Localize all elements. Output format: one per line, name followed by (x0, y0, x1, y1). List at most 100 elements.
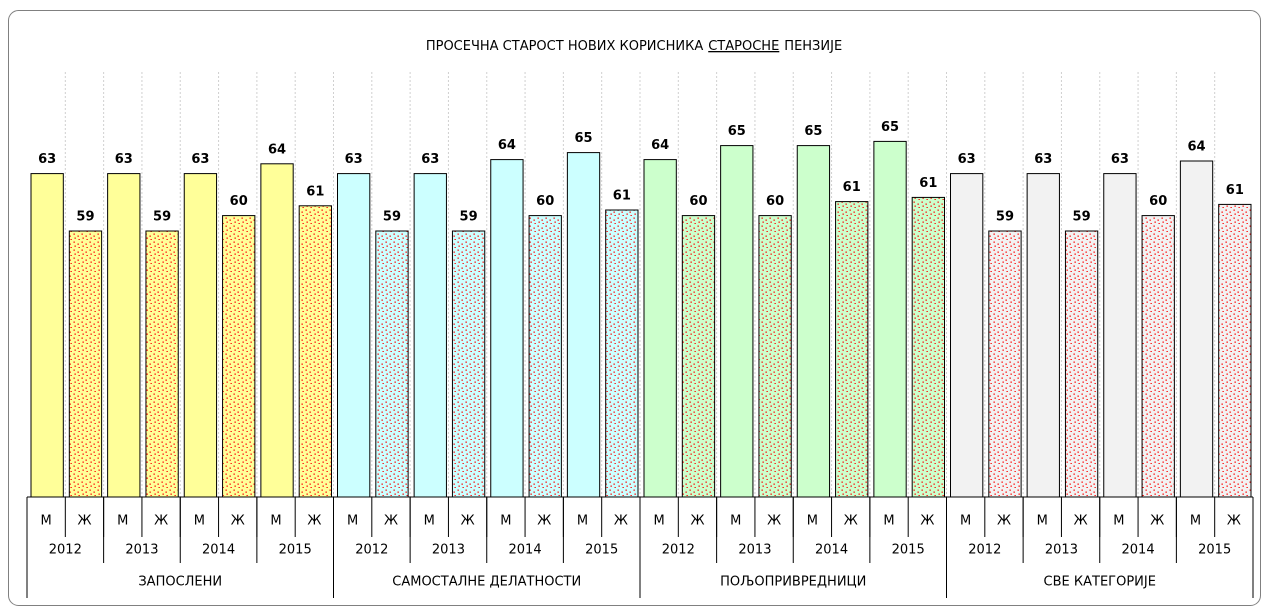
series-label: Ж (384, 514, 398, 529)
bar (260, 163, 294, 498)
bar (566, 152, 601, 498)
bar (183, 173, 218, 498)
value-label: 61 (919, 176, 937, 191)
x-tick-label: 2015 (279, 543, 312, 558)
x-tick-label: 2015 (585, 543, 618, 558)
series-label: М (194, 514, 205, 529)
value-label: 64 (268, 142, 286, 157)
bar (1179, 160, 1214, 498)
value-label: 61 (613, 189, 631, 204)
series-label: Ж (1150, 514, 1164, 529)
series-label: М (730, 514, 741, 529)
series-label: Ж (537, 514, 551, 529)
bar (107, 173, 141, 498)
title-underlined: СТАРОСНЕ (708, 39, 779, 54)
series-label: М (117, 514, 128, 529)
series-label: Ж (844, 514, 858, 529)
value-label: 63 (958, 152, 976, 167)
value-label: 60 (766, 194, 784, 209)
bar (758, 215, 792, 498)
value-label: 61 (843, 180, 861, 195)
value-label: 65 (881, 120, 899, 135)
group-label: ПОЉОПРИВРЕДНИЦИ (720, 575, 866, 590)
series-label: М (270, 514, 281, 529)
value-label: 63 (1111, 152, 1129, 167)
x-tick-label: 2014 (1122, 543, 1155, 558)
series-label: М (654, 514, 665, 529)
bar (1218, 203, 1252, 498)
x-tick-label: 2013 (432, 543, 465, 558)
value-label: 61 (306, 184, 324, 199)
bar (605, 209, 639, 498)
bar (68, 230, 103, 498)
x-tick-label: 2015 (1198, 543, 1231, 558)
bar (413, 173, 447, 498)
bar (796, 145, 831, 498)
series-label: М (347, 514, 358, 529)
value-label: 60 (230, 194, 248, 209)
bar (988, 230, 1022, 498)
series-label: Ж (767, 514, 781, 529)
title-part: ПЕНЗИЈЕ (784, 39, 842, 54)
title-part: ПРОСЕЧНА СТАРОСТ НОВИХ КОРИСНИКА (426, 39, 704, 54)
bar (1141, 215, 1175, 498)
value-label: 59 (76, 210, 94, 225)
bar (1026, 173, 1060, 498)
series-label: М (883, 514, 894, 529)
x-tick-label: 2013 (738, 543, 771, 558)
bar (222, 215, 256, 498)
value-label: 63 (345, 152, 363, 167)
series-label: Ж (461, 514, 475, 529)
value-label: 60 (536, 194, 554, 209)
x-tick-label: 2014 (815, 543, 848, 558)
bar (337, 173, 371, 498)
value-label: 63 (421, 152, 439, 167)
series-label: М (1037, 514, 1048, 529)
value-label: 64 (651, 138, 669, 153)
bar (145, 230, 179, 498)
series-label: М (41, 514, 52, 529)
series-label: М (1113, 514, 1124, 529)
value-label: 59 (153, 210, 171, 225)
series-label: Ж (1074, 514, 1088, 529)
x-tick-label: 2015 (892, 543, 925, 558)
chart-title: ПРОСЕЧНА СТАРОСТ НОВИХ КОРИСНИКА СТАРОСНЕ… (426, 39, 842, 54)
value-label: 63 (1034, 152, 1052, 167)
bar (1064, 230, 1099, 498)
x-tick-label: 2013 (1045, 543, 1078, 558)
value-label: 64 (498, 138, 516, 153)
value-label: 65 (574, 131, 592, 146)
series-label: Ж (920, 514, 934, 529)
series-label: Ж (154, 514, 168, 529)
value-label: 60 (1149, 194, 1167, 209)
series-label: М (807, 514, 818, 529)
x-tick-label: 2012 (49, 543, 82, 558)
series-label: Ж (690, 514, 704, 529)
series-label: М (1190, 514, 1201, 529)
bar (451, 230, 486, 498)
bar (835, 201, 869, 498)
series-label: Ж (997, 514, 1011, 529)
bar (681, 215, 716, 498)
bar (950, 173, 984, 498)
value-label: 64 (1187, 140, 1205, 155)
x-tick-label: 2012 (355, 543, 388, 558)
value-label: 65 (728, 124, 746, 139)
x-tick-label: 2012 (968, 543, 1001, 558)
series-label: Ж (307, 514, 321, 529)
bar (1103, 173, 1137, 498)
value-label: 60 (689, 194, 707, 209)
series-label: Ж (77, 514, 91, 529)
x-tick-label: 2014 (202, 543, 235, 558)
bar (720, 145, 754, 498)
bar (528, 215, 562, 498)
value-label: 59 (1073, 210, 1091, 225)
bar (873, 140, 907, 498)
series-label: М (500, 514, 511, 529)
group-label: ЗАПОСЛЕНИ (138, 575, 222, 590)
series-label: М (960, 514, 971, 529)
value-label: 65 (804, 124, 822, 139)
group-label: САМОСТАЛНЕ ДЕЛАТНОСТИ (392, 575, 581, 590)
value-label: 59 (383, 210, 401, 225)
